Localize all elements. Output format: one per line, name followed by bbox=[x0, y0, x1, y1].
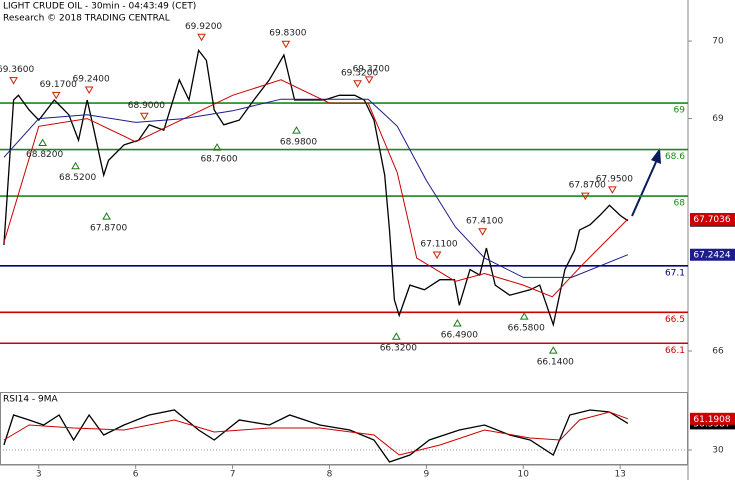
pivot-marker bbox=[580, 192, 590, 201]
pivot-marker bbox=[548, 346, 558, 354]
pivot-marker bbox=[212, 143, 222, 151]
last-value-label: 67.7036 bbox=[693, 215, 730, 225]
y-tick-label: 30 bbox=[712, 446, 724, 456]
pivot-marker bbox=[519, 312, 529, 320]
x-tick-label: 9 bbox=[423, 470, 429, 480]
chart-title: LIGHT CRUDE OIL - 30min - 04:43:49 (CET) bbox=[3, 2, 196, 12]
series-line bbox=[3, 98, 629, 278]
pivot-label: 69.1700 bbox=[40, 80, 77, 90]
projection-arrow bbox=[631, 161, 657, 217]
pivot-marker bbox=[71, 161, 80, 170]
pivot-label: 67.1100 bbox=[420, 239, 457, 249]
pivot-marker bbox=[281, 40, 291, 49]
pivot-marker bbox=[353, 80, 362, 88]
pivot-label: 68.7600 bbox=[200, 155, 237, 165]
x-tick-label: 10 bbox=[518, 470, 530, 480]
pivot-marker bbox=[102, 212, 111, 220]
x-tick-label: 3 bbox=[36, 470, 42, 480]
level-label: 67.1 bbox=[665, 268, 685, 278]
pivot-label: 67.8700 bbox=[569, 181, 606, 191]
last-value-label: 61.1908 bbox=[693, 415, 730, 425]
level-label: 69 bbox=[674, 106, 686, 116]
series-line bbox=[3, 409, 629, 463]
pivot-label: 69.3700 bbox=[353, 64, 390, 74]
pivot-label: 69.3600 bbox=[0, 65, 34, 75]
pivot-label: 66.1400 bbox=[537, 358, 574, 368]
pivot-marker bbox=[51, 91, 61, 100]
pivot-label: 66.5800 bbox=[508, 324, 545, 334]
pivot-label: 69.9200 bbox=[185, 22, 222, 32]
level-label: 66.5 bbox=[665, 315, 685, 325]
pivot-label: 69.2400 bbox=[73, 74, 110, 84]
pivot-marker bbox=[9, 77, 18, 85]
pivot-marker bbox=[292, 126, 301, 134]
y-tick-label: 70 bbox=[712, 37, 724, 47]
pivot-marker bbox=[84, 86, 94, 94]
series-line bbox=[3, 79, 629, 298]
level-label: 66.1 bbox=[665, 346, 685, 356]
x-tick-label: 7 bbox=[230, 470, 236, 480]
pivot-marker bbox=[608, 186, 617, 194]
last-value-box bbox=[690, 248, 735, 261]
level-label: 68 bbox=[674, 199, 686, 209]
pivot-label: 67.9500 bbox=[596, 174, 633, 184]
x-tick-label: 13 bbox=[614, 470, 625, 480]
pivot-marker bbox=[140, 112, 149, 121]
pivot-label: 69.3200 bbox=[341, 68, 378, 78]
pivot-marker bbox=[432, 251, 442, 259]
pivot-label: 68.9000 bbox=[128, 101, 165, 111]
x-tick-label: 8 bbox=[327, 470, 333, 480]
pivot-label: 68.8200 bbox=[26, 150, 63, 160]
last-value-label: 67.2424 bbox=[693, 251, 730, 261]
pivot-marker bbox=[391, 332, 401, 340]
pivot-label: 68.9800 bbox=[280, 138, 317, 148]
pivot-marker bbox=[38, 138, 48, 146]
projection-arrowhead bbox=[651, 148, 661, 164]
pivot-label: 66.3200 bbox=[380, 344, 417, 354]
pivot-label: 69.8300 bbox=[269, 29, 306, 39]
pivot-marker bbox=[453, 319, 462, 327]
pivot-marker bbox=[478, 228, 487, 236]
last-value-box bbox=[690, 213, 735, 226]
y-tick-label: 66 bbox=[712, 347, 724, 357]
chart-subtitle: Research © 2018 TRADING CENTRAL bbox=[3, 14, 170, 24]
pivot-label: 66.4900 bbox=[441, 331, 478, 341]
series-line bbox=[3, 411, 629, 456]
x-tick-label: 6 bbox=[133, 470, 139, 480]
series-line bbox=[3, 48, 629, 328]
level-label: 68.6 bbox=[665, 152, 685, 162]
pivot-label: 68.5200 bbox=[59, 173, 96, 183]
pivot-marker bbox=[364, 76, 374, 84]
y-tick-label: 69 bbox=[712, 114, 724, 124]
pivot-label: 67.8700 bbox=[90, 224, 127, 234]
rsi-title: RSI14 - 9MA bbox=[3, 395, 59, 405]
pivot-label: 67.4100 bbox=[466, 216, 503, 226]
pivot-marker bbox=[197, 33, 206, 42]
last-value-box bbox=[690, 412, 735, 425]
